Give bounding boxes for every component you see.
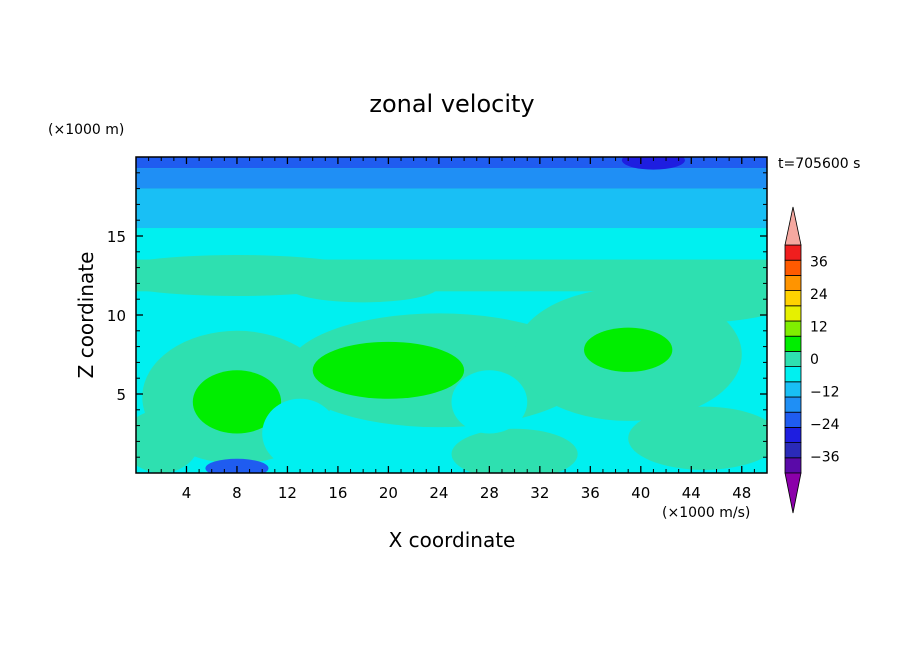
x-tick-label: 16 — [328, 484, 347, 502]
colorbar-tick-label: −24 — [810, 417, 840, 433]
field-band-3 — [136, 228, 767, 260]
y-tick-label: 15 — [107, 228, 126, 246]
colorbar-tick-label: 0 — [810, 352, 819, 368]
colorbar-segment — [784, 426, 802, 443]
x-axis-title: X coordinate — [389, 528, 516, 552]
x-unit-label: (×1000 m/s) — [662, 505, 750, 521]
x-tick-label: 48 — [732, 484, 751, 502]
field-blob-10 — [312, 341, 465, 399]
colorbar-segment — [784, 442, 802, 459]
field-blob-3 — [287, 270, 439, 303]
colorbar-segment — [784, 259, 802, 276]
colorbar-over-triangle — [784, 206, 802, 246]
colorbar-tick-label: 24 — [810, 287, 828, 303]
field-band-0 — [136, 157, 767, 169]
field-blob-7 — [451, 428, 578, 473]
field-blob-8 — [628, 406, 767, 470]
x-tick-label: 44 — [682, 484, 701, 502]
x-tick-label: 20 — [379, 484, 398, 502]
field-blob-9 — [136, 409, 200, 473]
x-tick-label: 32 — [530, 484, 549, 502]
field-blob-15 — [205, 458, 269, 473]
x-axis-ticks: 4 8 12 16 20 24 28 32 36 40 44 48 — [148, 157, 755, 502]
colorbar: 36 24 12 0 −12 −24 −36 — [784, 206, 840, 514]
field-band-1 — [136, 168, 767, 189]
colorbar-segment — [784, 274, 802, 291]
colorbar-tick-label: 36 — [810, 254, 828, 270]
y-axis-title: Z coordinate — [74, 252, 98, 379]
field-band-2 — [136, 188, 767, 229]
field-blob-14 — [451, 370, 528, 434]
colorbar-segment — [784, 350, 802, 367]
x-tick-label: 8 — [232, 484, 242, 502]
chart-title: zonal velocity — [369, 90, 534, 118]
colorbar-segment — [784, 305, 802, 322]
x-tick-label: 24 — [429, 484, 448, 502]
y-tick-label: 5 — [116, 386, 126, 404]
colorbar-segment — [784, 335, 802, 352]
colorbar-segment — [784, 244, 802, 261]
colorbar-under-triangle — [784, 472, 802, 514]
colorbar-segment — [784, 320, 802, 337]
colorbar-tick-label: −12 — [810, 385, 840, 401]
x-tick-label: 12 — [278, 484, 297, 502]
colorbar-segment — [784, 457, 802, 474]
contour-field — [136, 157, 767, 473]
colorbar-segment — [784, 396, 802, 413]
y-tick-label: 10 — [107, 307, 126, 325]
y-axis-ticks: 5 10 15 — [107, 172, 767, 458]
colorbar-segment — [784, 290, 802, 307]
field-blob-0 — [621, 157, 685, 170]
colorbar-segment — [784, 411, 802, 428]
x-tick-label: 36 — [581, 484, 600, 502]
x-tick-label: 28 — [480, 484, 499, 502]
colorbar-segment — [784, 366, 802, 383]
colorbar-segment — [784, 381, 802, 398]
field-blob-12 — [584, 327, 673, 372]
colorbar-tick-label: 12 — [810, 319, 828, 335]
y-unit-label: (×1000 m) — [48, 122, 124, 138]
time-label: t=705600 s — [778, 156, 860, 172]
x-tick-label: 40 — [631, 484, 650, 502]
colorbar-tick-label: −36 — [810, 450, 840, 466]
x-tick-label: 4 — [182, 484, 192, 502]
field-blob-13 — [262, 398, 338, 469]
field-blob-11 — [192, 370, 282, 434]
